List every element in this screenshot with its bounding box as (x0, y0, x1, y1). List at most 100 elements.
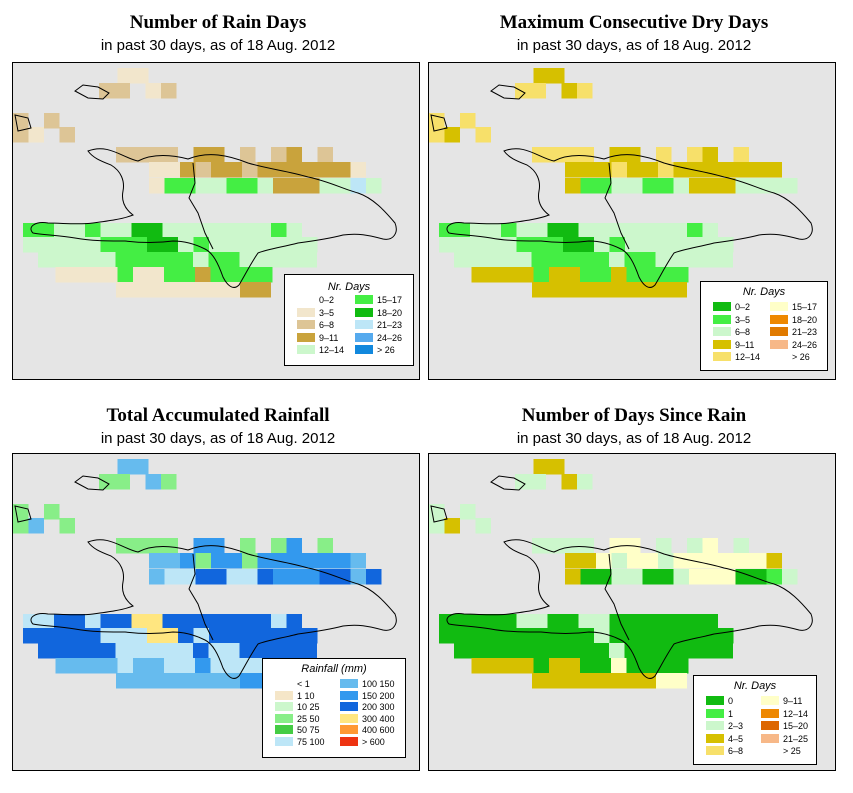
grid-cell (460, 504, 476, 520)
grid-cell (532, 237, 548, 253)
grid-cell (657, 658, 673, 674)
grid-cell (687, 628, 703, 644)
grid-cell (518, 658, 534, 674)
grid-cell (242, 553, 258, 569)
grid-cell (642, 553, 658, 569)
grid-cell (611, 162, 627, 178)
grid-cell (178, 223, 194, 239)
legend-swatch (713, 327, 731, 336)
grid-cell (642, 178, 658, 194)
grid-cell (565, 178, 581, 194)
grid-cell (766, 553, 782, 569)
grid-cell (454, 614, 470, 630)
grid-cell (162, 252, 178, 268)
grid-cell (164, 267, 180, 283)
grid-cell (286, 252, 302, 268)
legend-label: 15–17 (377, 295, 403, 305)
grid-cell (257, 178, 273, 194)
grid-cell (702, 614, 718, 630)
legend-swatch (340, 725, 358, 734)
grid-cell (270, 643, 286, 659)
grid-cell (149, 553, 165, 569)
grid-cell (23, 628, 39, 644)
legend-label: 9–11 (735, 339, 755, 350)
grid-cell (211, 178, 227, 194)
grid-cell (470, 614, 486, 630)
grid-cell (766, 569, 782, 585)
map-grid (13, 68, 397, 327)
grid-cell (117, 459, 133, 475)
grid-cell (23, 223, 39, 239)
grid-cell (69, 237, 85, 253)
legend-swatch (340, 702, 358, 711)
grid-cell (255, 643, 271, 659)
grid-cell (209, 614, 225, 630)
grid-cell (625, 673, 641, 689)
grid-cell (640, 223, 656, 239)
legend-swatch (275, 690, 293, 700)
grid-cell (117, 267, 133, 283)
grid-cell (533, 267, 549, 283)
legend-swatch (770, 339, 788, 349)
grid-cell (85, 628, 101, 644)
grid-cell (226, 162, 242, 178)
grid-cell (594, 628, 610, 644)
grid-cell (655, 643, 671, 659)
grid-cell (131, 643, 147, 659)
grid-cell (460, 113, 476, 129)
grid-cell (704, 553, 720, 569)
grid-cell (69, 628, 85, 644)
grid-cell (593, 252, 609, 268)
grid-cell (286, 223, 302, 239)
border-line (604, 162, 630, 250)
legend-label: 300 400 (362, 713, 395, 724)
legend-swatch (297, 332, 315, 342)
grid-cell (720, 569, 736, 585)
grid-cell (319, 162, 335, 178)
panel-title: Maximum Consecutive Dry Days (499, 12, 769, 33)
grid-cell (148, 658, 164, 674)
small-islands-outline (430, 84, 526, 132)
grid-cell (53, 643, 69, 659)
grid-cell (162, 538, 178, 554)
grid-cell (532, 614, 548, 630)
grid-cell (673, 553, 689, 569)
grid-cell (578, 282, 594, 298)
grid-cell (563, 223, 579, 239)
grid-cell (241, 267, 257, 283)
legend-label: 0–2 (735, 302, 751, 312)
legend-label: > 26 (377, 345, 395, 355)
grid-cell (671, 643, 687, 659)
grid-cell (301, 252, 317, 268)
legend-label: 1 10 (297, 690, 315, 701)
grid-cell (720, 553, 736, 569)
grid-cell (611, 569, 627, 585)
panel-subtitle: in past 30 days, as of 18 Aug. 2012 (516, 37, 752, 54)
legend-swatch (713, 302, 731, 311)
grid-cell (69, 223, 85, 239)
grid-cell (766, 178, 782, 194)
grid-cell (642, 267, 658, 283)
grid-cell (148, 267, 164, 283)
grid-cell (224, 673, 240, 689)
grid-cell (257, 267, 273, 283)
grid-cell (533, 68, 549, 84)
legend-label: 50 75 (297, 725, 320, 735)
legend-label: > 25 (783, 746, 801, 756)
grid-cell (656, 614, 672, 630)
grid-cell (59, 518, 75, 534)
grid-cell (596, 162, 612, 178)
grid-cell (594, 282, 610, 298)
grid-cell (640, 643, 656, 659)
grid-cell (210, 658, 226, 674)
grid-cell (162, 147, 178, 163)
grid-cell (671, 614, 687, 630)
panel-title: Number of Days Since Rain (521, 405, 747, 426)
grid-cell (288, 569, 304, 585)
grid-cell (133, 267, 149, 283)
grid-cell (86, 267, 102, 283)
grid-cell (271, 147, 287, 163)
grid-cell (532, 538, 548, 554)
grid-cell (751, 553, 767, 569)
grid-cell (270, 252, 286, 268)
